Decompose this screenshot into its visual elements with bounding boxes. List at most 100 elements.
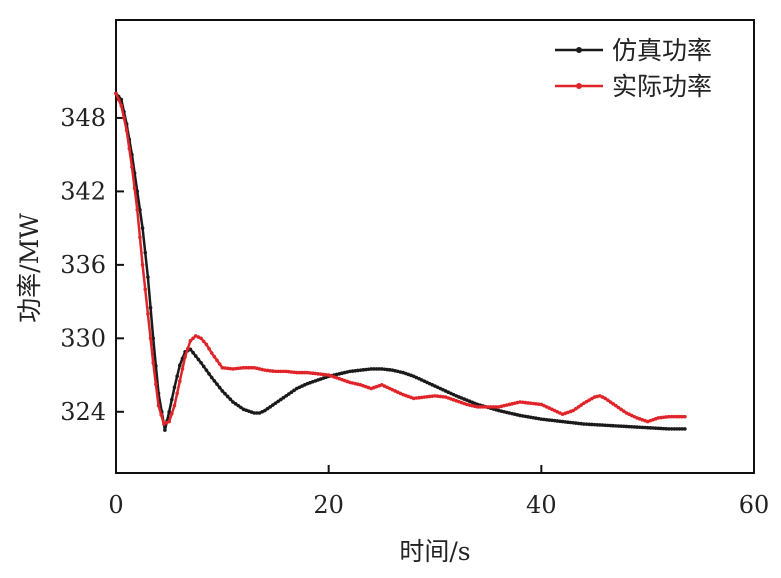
data-point [249,365,254,370]
data-point [632,425,637,429]
data-point [441,394,445,399]
data-point [151,361,156,365]
data-point [223,391,227,396]
plot-frame [115,19,755,474]
x-tick-label: 20 [313,491,344,519]
data-point [241,365,246,370]
data-point [582,422,586,426]
data-point [292,388,296,393]
data-point [279,369,283,374]
data-point [531,401,536,406]
data-point [624,424,629,429]
data-point [361,368,366,372]
data-point [310,371,315,376]
data-point [135,189,140,194]
data-point [388,368,392,372]
data-point [231,400,235,404]
data-point [252,411,257,415]
data-point [619,424,623,428]
data-point [377,367,381,371]
legend-marker [576,83,582,89]
data-point [672,414,677,419]
data-point [138,235,142,240]
data-point [212,354,217,359]
data-point [201,364,206,369]
data-point [661,415,666,420]
data-point [225,366,230,371]
data-point [683,427,687,431]
data-point [154,364,158,368]
data-point [289,370,294,374]
data-point [414,396,419,400]
data-point [289,390,294,394]
data-point [430,394,435,398]
data-point [656,416,661,420]
data-point [563,420,568,424]
data-point [255,411,259,415]
data-point [217,362,222,366]
data-point [353,368,358,373]
data-point [621,409,626,413]
data-point [603,423,607,428]
data-point [672,427,677,431]
data-point [483,405,488,409]
data-point [236,403,241,408]
data-point [279,397,283,402]
x-axis-title: 时间/s [399,537,470,566]
data-point [268,405,272,409]
data-point [167,419,171,424]
data-point [518,413,522,418]
data-point [188,338,193,343]
data-point [478,405,482,409]
data-point [539,417,544,421]
y-tick-label: 330 [60,324,106,352]
data-point [364,367,368,372]
data-point [116,97,121,102]
data-point [489,405,493,409]
data-point [542,417,546,422]
series-2 [114,91,687,426]
legend-item: 仿真功率 [555,36,712,65]
data-point [598,423,602,427]
data-point [640,425,645,430]
data-point [433,394,437,398]
data-point [669,427,674,431]
legend-marker [576,47,582,53]
data-point [196,357,201,362]
data-point [611,402,615,406]
data-point [637,425,642,430]
data-point [528,401,533,406]
data-point [635,425,639,429]
data-point [292,370,296,375]
data-point [273,369,278,374]
data-point [659,426,663,431]
data-point [233,402,238,406]
data-point [369,367,374,371]
y-axis-title: 功率/MW [15,213,44,323]
data-point [156,403,161,408]
data-point [204,368,209,372]
data-point [170,411,174,416]
data-point [297,370,302,375]
data-point [520,400,525,405]
data-point [664,426,669,431]
data-point [215,358,219,363]
data-point [475,405,480,409]
data-point [555,419,560,423]
data-point [163,428,167,432]
data-point [204,342,209,347]
data-point [276,399,280,404]
data-point [520,414,525,418]
data-point [592,422,597,427]
data-point [550,418,554,423]
data-point [552,418,557,423]
data-point [122,116,126,120]
data-point [170,397,174,402]
data-point [385,367,389,372]
y-tick-label: 324 [60,398,106,426]
data-point [427,394,432,399]
data-point [576,421,581,426]
data-point [661,426,666,431]
data-point [135,207,140,212]
